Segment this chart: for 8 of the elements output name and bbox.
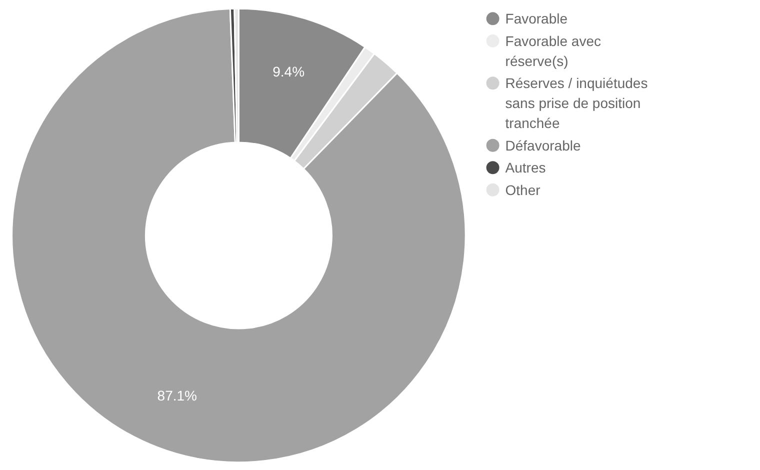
legend-label: Favorable avec réserve(s) xyxy=(505,32,601,69)
legend-label: Réserves / inquiétudes sans prise de position tranchée xyxy=(505,75,648,132)
legend-label: Favorable xyxy=(505,10,568,27)
data-label: 9.4% xyxy=(272,63,305,80)
legend-label: Other xyxy=(505,182,541,198)
legend-label: Défavorable xyxy=(505,137,581,154)
legend-label: Autres xyxy=(505,160,546,176)
data-label: 87.1% xyxy=(157,387,198,404)
